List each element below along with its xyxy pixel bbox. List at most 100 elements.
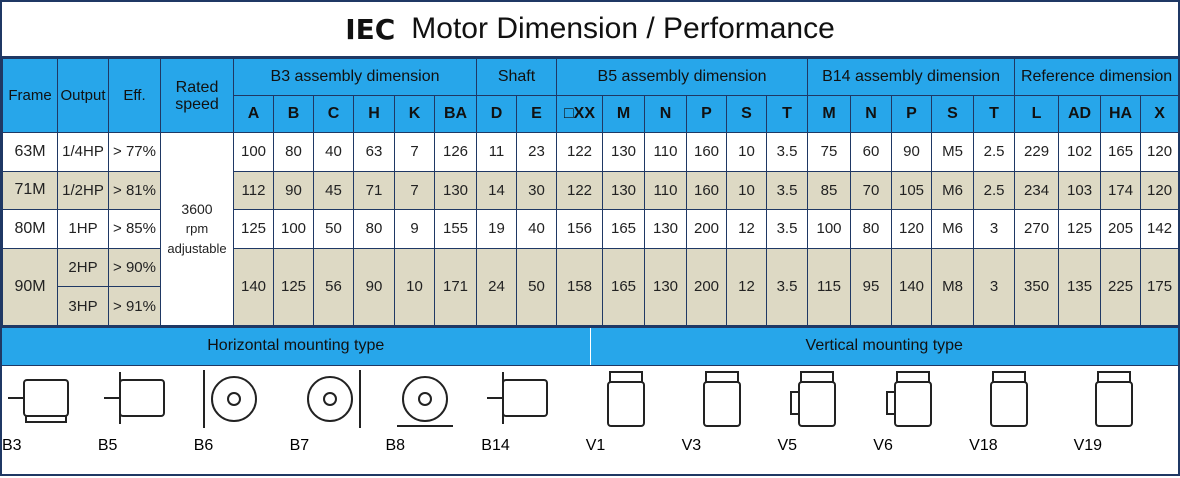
value-cell: 9	[394, 209, 435, 249]
header-cell: Eff.	[108, 58, 161, 133]
value-cell: 10	[726, 132, 768, 172]
icon-part	[402, 375, 449, 422]
value-cell: 130	[434, 170, 477, 211]
data-row: 3HP > 91%	[3, 286, 1179, 326]
output-cell: 1/2HP	[57, 170, 109, 211]
value-cell: 50	[313, 209, 354, 249]
title-prefix: IEC	[345, 12, 396, 46]
mounting-label: B6	[193, 436, 214, 454]
column-header: H	[353, 95, 395, 133]
value-cell: 110	[644, 132, 688, 172]
mounting-title: Vertical mounting type	[589, 327, 1179, 365]
value-cell: 40	[313, 132, 354, 172]
value-cell: 3.5	[766, 247, 809, 326]
value-cell: 19	[476, 209, 517, 249]
column-header: X	[1140, 95, 1180, 133]
column-header: N	[850, 95, 893, 133]
value-cell: 71	[353, 170, 395, 211]
value-cell: 50	[515, 247, 558, 326]
value-cell: 125	[1058, 209, 1102, 249]
column-header: HA	[1100, 95, 1142, 133]
value-cell: 234	[1014, 170, 1060, 211]
value-cell: 171	[434, 247, 477, 326]
mounting-label: V18	[969, 436, 998, 454]
value-cell: 2.5	[973, 170, 1016, 211]
mounting-icon	[790, 370, 837, 427]
mounting-header: Horizontal mounting type Vertical mountin…	[2, 325, 1179, 366]
value-cell: 270	[1014, 209, 1060, 249]
icon-part	[702, 380, 741, 427]
mounting-cell: V19	[1074, 366, 1178, 478]
frame-cell: 71M	[2, 170, 58, 211]
icon-part	[1096, 370, 1131, 383]
eff-cell: > 81%	[108, 170, 161, 211]
value-cell: 95	[850, 247, 893, 326]
value-cell: 126	[434, 132, 477, 172]
value-cell: 40	[515, 209, 558, 249]
column-header: N	[644, 95, 688, 133]
column-header: S	[726, 95, 768, 133]
mounting-label: V1	[585, 436, 606, 454]
mounting-cell: V6	[873, 366, 969, 478]
value-cell: 165	[1100, 132, 1142, 172]
value-cell: 200	[686, 247, 728, 326]
value-cell: 60	[850, 132, 893, 172]
mounting-cell: B5	[98, 366, 194, 478]
mounting-cell: B3	[2, 366, 98, 478]
icon-part	[418, 391, 433, 406]
column-header: S	[931, 95, 975, 133]
icon-part	[322, 391, 337, 406]
mounting-cell: V18	[969, 366, 1073, 478]
value-cell: 165	[602, 209, 646, 249]
icon-part	[992, 370, 1027, 383]
icon-part	[886, 390, 897, 415]
column-header: T	[766, 95, 809, 133]
data-row: 80M 1HP > 85% 125 100 50 80 9 155 19 40 156 165 130 20…	[2, 209, 1180, 249]
data-row: 90M 2HP > 90% 140 125 56 90 10 171 24 50 158 165 130 2…	[2, 247, 1180, 326]
value-cell: 225	[1100, 247, 1142, 326]
value-cell: 56	[313, 247, 354, 326]
value-cell: 90	[353, 247, 395, 326]
value-cell: 156	[556, 209, 604, 249]
value-cell: 80	[850, 209, 893, 249]
value-cell: 80	[353, 209, 395, 249]
column-header: BA	[434, 95, 477, 133]
icon-part	[306, 375, 353, 422]
icon-part	[502, 378, 549, 417]
icon-part	[608, 370, 643, 383]
value-cell: 10	[726, 170, 768, 211]
column-header: B	[273, 95, 314, 133]
frame-cell: 80M	[2, 209, 58, 249]
group-header: B5 assembly dimension	[556, 58, 809, 96]
value-cell: 130	[644, 209, 688, 249]
mounting-label: B5	[97, 436, 118, 454]
value-cell: M6	[931, 209, 975, 249]
icon-part	[226, 391, 241, 406]
mounting-icon	[990, 370, 1029, 427]
eff-cell: > 90%	[108, 247, 161, 288]
header-cell: Output	[57, 58, 109, 133]
mounting-icon	[886, 370, 933, 427]
mounting-icon	[702, 370, 741, 427]
value-cell: 14	[476, 170, 517, 211]
mounting-icon	[306, 369, 361, 428]
value-cell: 80	[273, 132, 314, 172]
rated-speed-line: adjustable	[167, 240, 227, 256]
mounting-icons: B3 B5 B6 B7 B8 B14 V1 V3 V5 V6 V18 V19	[2, 366, 1178, 478]
output-cell: 1/4HP	[57, 132, 109, 172]
mounting-icon	[397, 375, 454, 427]
mounting-cell: B14	[481, 366, 585, 478]
title-bar: IEC Motor Dimension / Performance	[2, 2, 1178, 58]
value-cell: 90	[891, 132, 933, 172]
mounting-cell: B6	[194, 366, 290, 478]
icon-part	[800, 370, 835, 383]
value-cell: 23	[515, 132, 558, 172]
value-cell: 130	[602, 132, 646, 172]
value-cell: 103	[1058, 170, 1102, 211]
value-cell: 75	[807, 132, 852, 172]
frame-cell: 63M	[2, 132, 58, 172]
value-cell: 175	[1140, 247, 1180, 326]
mounting-cell: V1	[586, 366, 682, 478]
value-cell: 112	[233, 170, 274, 211]
rated-speed-line: 3600	[181, 200, 213, 217]
